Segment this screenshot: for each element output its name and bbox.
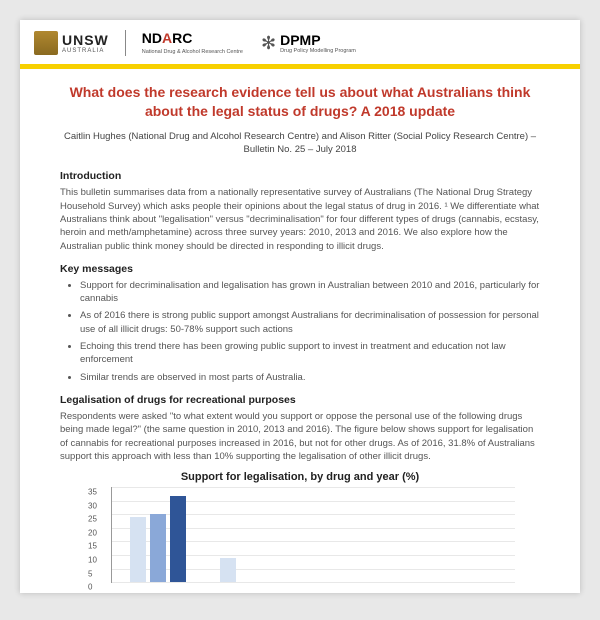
section-head-legalisation: Legalisation of drugs for recreational p… — [60, 394, 540, 406]
ndarc-wordmark: NDARC — [142, 30, 193, 46]
content-area: What does the research evidence tell us … — [20, 83, 580, 583]
logo-divider — [125, 30, 126, 56]
dpmp-logo: ✻ DPMP Drug Policy Modelling Program — [261, 32, 356, 54]
unsw-wordmark: UNSW — [62, 32, 109, 48]
gridline — [112, 582, 515, 583]
section-head-key: Key messages — [60, 263, 540, 275]
bar — [130, 517, 146, 582]
document-page: UNSW AUSTRALIA NDARC National Drug & Alc… — [20, 20, 580, 593]
list-item: As of 2016 there is strong public suppor… — [80, 309, 540, 336]
chart-container: Support for legalisation, by drug and ye… — [85, 471, 515, 583]
unsw-logo: UNSW AUSTRALIA — [34, 31, 109, 55]
list-item: Similar trends are observed in most part… — [80, 371, 540, 384]
author-line: Caitlin Hughes (National Drug and Alcoho… — [60, 131, 540, 157]
chart-title: Support for legalisation, by drug and ye… — [85, 471, 515, 483]
list-item: Echoing this trend there has been growin… — [80, 340, 540, 367]
dpmp-subtext: Drug Policy Modelling Program — [280, 48, 356, 54]
accent-bar — [20, 64, 580, 69]
intro-paragraph: This bulletin summarises data from a nat… — [60, 186, 540, 252]
unsw-crest-icon — [34, 31, 58, 55]
list-item: Support for decriminalisation and legali… — [80, 279, 540, 306]
y-axis-label: 30 — [88, 501, 97, 510]
ndarc-logo: NDARC National Drug & Alcohol Research C… — [142, 30, 243, 56]
y-axis-label: 0 — [88, 583, 92, 592]
unsw-subtext: AUSTRALIA — [62, 48, 109, 54]
bar — [170, 496, 186, 582]
y-axis-label: 35 — [88, 488, 97, 497]
y-axis-label: 15 — [88, 542, 97, 551]
section-head-intro: Introduction — [60, 170, 540, 182]
gridline — [112, 487, 515, 488]
key-messages-list: Support for decriminalisation and legali… — [60, 279, 540, 384]
bar — [150, 514, 166, 582]
bar-chart: 05101520253035 — [111, 487, 515, 583]
page-title: What does the research evidence tell us … — [60, 83, 540, 121]
dpmp-wordmark: DPMP — [280, 32, 356, 48]
ndarc-subtext: National Drug & Alcohol Research Centre — [142, 50, 243, 56]
y-axis-label: 5 — [88, 569, 92, 578]
logo-bar: UNSW AUSTRALIA NDARC National Drug & Alc… — [20, 20, 580, 62]
legalisation-paragraph: Respondents were asked "to what extent w… — [60, 410, 540, 463]
dpmp-icon: ✻ — [261, 33, 276, 54]
y-axis-label: 10 — [88, 556, 97, 565]
y-axis-label: 25 — [88, 515, 97, 524]
bar — [220, 558, 236, 582]
y-axis-label: 20 — [88, 528, 97, 537]
